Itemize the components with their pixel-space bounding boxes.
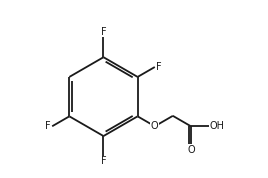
Text: OH: OH (210, 121, 225, 131)
Text: O: O (187, 145, 195, 155)
Text: F: F (101, 156, 106, 166)
Text: F: F (156, 62, 162, 72)
Text: O: O (151, 121, 159, 131)
Text: F: F (101, 27, 106, 37)
Text: F: F (45, 121, 51, 131)
